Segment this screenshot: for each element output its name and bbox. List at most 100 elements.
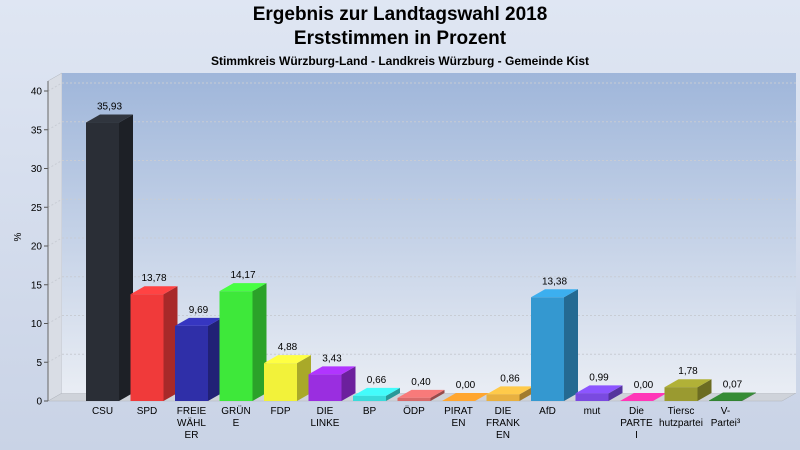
gridline [47, 160, 63, 169]
bar-front [531, 297, 564, 401]
bar-side [564, 289, 578, 401]
bar-front [709, 400, 742, 401]
y-tick-label: 5 [36, 358, 42, 369]
y-tick-label: 35 [31, 125, 43, 136]
gridline [47, 82, 63, 92]
bar-front [353, 395, 386, 401]
bar [264, 355, 311, 401]
value-label: 1,78 [678, 366, 698, 377]
category-label: CSU [92, 406, 113, 417]
bar-front [308, 374, 342, 401]
bar-side [163, 286, 178, 401]
bar-side [697, 379, 712, 401]
category-label: DIE LINKE [311, 406, 340, 429]
category-label: GRÜN E [221, 405, 250, 429]
bar [86, 114, 133, 401]
value-label: 13,38 [542, 276, 567, 287]
gridline [47, 276, 63, 286]
category-label: PIRAT EN [444, 406, 473, 429]
bar-side [297, 355, 311, 401]
value-label: 14,17 [230, 270, 255, 281]
bar [397, 389, 445, 401]
bar-front [397, 397, 431, 401]
chart-title-line2: Erststimmen in Prozent [293, 28, 507, 49]
y-axis-label: % [13, 232, 24, 241]
bar [175, 317, 222, 401]
value-label: 9,69 [189, 305, 209, 316]
value-label: 0,99 [589, 372, 609, 383]
y-tick-label: 15 [31, 280, 43, 291]
bar-front [130, 294, 164, 401]
value-label: 0,07 [723, 379, 743, 390]
value-label: 0,00 [456, 380, 476, 391]
bar-side [252, 283, 267, 401]
bar-front [486, 394, 520, 401]
bar-side [742, 392, 756, 401]
bar-top [86, 114, 133, 123]
category-label: V-Partei³ [711, 406, 741, 429]
bar [308, 366, 356, 401]
bar [620, 393, 667, 401]
category-label: mut [584, 406, 601, 417]
bar [486, 386, 534, 401]
bar-front [175, 325, 208, 401]
category-label: AfD [539, 406, 556, 417]
value-label: 3,43 [322, 353, 342, 364]
chart-subtitle: Stimmkreis Würzburg-Land - Landkreis Wür… [210, 54, 590, 68]
bar [353, 387, 400, 401]
bar [219, 283, 267, 401]
bar-top [620, 393, 667, 401]
bar-top [486, 386, 534, 395]
y-tick-label: 30 [31, 164, 43, 175]
bar-side [386, 387, 400, 401]
value-label: 13,78 [141, 273, 166, 284]
bar-side [119, 114, 133, 401]
bar-front [575, 393, 609, 401]
bar-top [264, 355, 311, 364]
bar-top [709, 392, 756, 401]
bar-front [664, 387, 698, 401]
gridline [47, 121, 63, 131]
bar-front [219, 291, 253, 401]
bar-side [430, 389, 445, 401]
bar [130, 286, 178, 401]
bar [664, 379, 712, 401]
gridline [47, 237, 63, 247]
bar-top [175, 317, 222, 326]
value-label: 0,00 [634, 380, 654, 391]
y-tick-label: 0 [36, 397, 42, 408]
value-label: 4,88 [278, 342, 298, 353]
bar-top [575, 385, 623, 394]
category-label: FREIE WÄHL ER [177, 406, 207, 441]
bar-side [208, 317, 222, 401]
bar-side [341, 366, 356, 401]
bar-top [219, 283, 267, 292]
category-label: Tiersc hutzpartei [659, 406, 703, 429]
bar-front [264, 363, 297, 401]
category-label: ÖDP [403, 405, 425, 417]
plot-side-wall [47, 72, 63, 402]
bar-top [531, 289, 578, 298]
value-label: 0,86 [500, 373, 520, 384]
bar-top [353, 387, 400, 396]
chart-title: Ergebnis zur Landtagswahl 2018 [252, 4, 548, 25]
value-label: 0,40 [411, 377, 431, 388]
value-label: 0,66 [367, 375, 387, 386]
bar-side [519, 386, 534, 401]
bar-top [442, 393, 489, 401]
bar-top [664, 379, 712, 388]
bar [709, 392, 756, 401]
bar-front [86, 122, 119, 401]
category-label: DIE FRANK EN [486, 406, 520, 441]
bar [442, 393, 489, 401]
bar-top [130, 286, 178, 295]
bar-side [608, 385, 623, 401]
gridline [47, 353, 63, 363]
category-label: FDP [271, 406, 291, 417]
gridline [47, 198, 63, 208]
bar [531, 289, 578, 401]
bar-top [308, 366, 356, 375]
category-label: BP [363, 406, 377, 417]
y-tick-label: 20 [31, 242, 43, 253]
